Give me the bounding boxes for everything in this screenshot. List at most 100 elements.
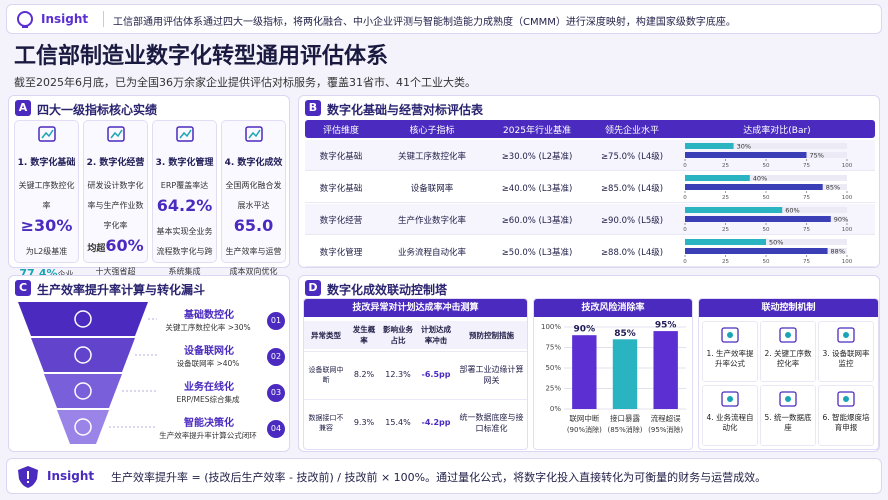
- x-tick-label: 75: [803, 259, 810, 265]
- chart-svg: 60% 90% 0 25 50 75 100: [683, 207, 853, 234]
- badge: C: [15, 280, 31, 296]
- card-line: 65.0: [224, 216, 283, 236]
- bar-track: [685, 143, 847, 149]
- panel: 技改异常对计划达成率冲击测算 异常类型 发生概率 影响业务占比 计划达成率冲击 预防控制措…: [303, 298, 528, 450]
- icon-shape: [721, 327, 739, 343]
- card-value: ≥30%: [20, 216, 73, 235]
- icon-shape: [37, 126, 56, 142]
- stage-icon: [74, 310, 92, 328]
- mechanism-item: 5. 统一数据底座: [760, 385, 816, 446]
- bar: [653, 331, 678, 409]
- icon-shape: [837, 327, 855, 343]
- icon-shape: [785, 332, 791, 338]
- table-cell: 9.3%: [348, 399, 380, 445]
- x-tick-label: 100: [842, 227, 853, 233]
- x-tick-label: 50: [763, 163, 770, 169]
- item-text: 6. 智能爆度培育申报: [822, 413, 870, 432]
- icon-shape: [109, 129, 123, 139]
- x-tick-label: 100: [842, 259, 853, 265]
- item-icon: [721, 391, 739, 407]
- item-icon: [837, 391, 855, 407]
- card-line: 4. 数字化成效: [224, 150, 283, 170]
- chart-svg: 50% 88% 0 25 50 75 100: [683, 239, 853, 266]
- insight-label: Insight: [47, 469, 95, 483]
- badge: B: [305, 100, 321, 116]
- section-b: B 数字化基础与经营对标评估表 评估维度 核心子指标 2025年行业基准 领先企业水平…: [298, 95, 880, 268]
- x-tick-label: 25: [722, 195, 729, 201]
- card-line: ERP覆盖率达: [155, 173, 214, 193]
- chart-svg: [18, 302, 157, 444]
- bar: [685, 207, 783, 213]
- column-header: 异常类型: [304, 321, 348, 349]
- mechanism-item: 4. 业务流程自动化: [702, 385, 758, 446]
- icon-shape: [837, 391, 855, 407]
- column-header: 计划达成率冲击: [416, 321, 456, 349]
- card-label: 研发设计数字化率与生产作业数字化率: [87, 181, 144, 230]
- card-line: 3. 数字化管理: [155, 150, 214, 170]
- item-icon: [779, 391, 797, 407]
- card-line: 研发设计数字化率与生产作业数字化率: [86, 173, 145, 233]
- funnel-stage: [18, 302, 148, 336]
- x-tick-note: (85%消除): [607, 425, 642, 434]
- stage-icon: [74, 382, 92, 400]
- cell-indicator: 关键工序数控化率: [397, 152, 466, 162]
- stage-desc: ERP/MES综合集成: [176, 395, 240, 404]
- table-cell: 部署工业边缘计算网关: [456, 351, 527, 397]
- column-header: 核心子指标: [409, 126, 455, 136]
- y-tick-label: 0%: [550, 405, 561, 413]
- x-tick-label: 25: [722, 259, 729, 265]
- stage-title: 业务在线化: [157, 378, 261, 393]
- bulb-icon: [17, 11, 33, 28]
- card-line: 基本实现全业务流程数字化与跨系统集成: [155, 219, 214, 279]
- bar: [685, 175, 750, 181]
- icon-shape: [175, 126, 194, 142]
- card-text: 基本实现全业务流程数字化与跨系统集成: [156, 227, 213, 276]
- x-tick-label: 流程超误: [651, 413, 681, 423]
- card-line: 关键工序数控化率: [17, 173, 76, 213]
- panel-title: 技改风险消除率: [534, 299, 692, 317]
- item-text: 2. 关键工序数控化率: [764, 349, 812, 368]
- funnel-stage: [57, 410, 109, 444]
- x-tick-label: 0: [683, 259, 687, 265]
- card-icon: [244, 126, 263, 142]
- bar: [685, 239, 766, 245]
- panel-title: 联动控制机制: [699, 299, 878, 317]
- chart-svg: 40% 85% 0 25 50 75 100: [683, 175, 852, 202]
- cell-indicator: 生产作业数字化率: [397, 216, 466, 226]
- table-cell: 数据接口不兼容: [304, 399, 348, 445]
- cell-dimension: 数字化管理: [319, 248, 363, 258]
- item-text: 1. 生产效率提升率公式: [706, 349, 754, 368]
- bar-label: 30%: [737, 143, 751, 151]
- metric-card: 1. 数字化基础关键工序数控化率≥30%为L2级基准77.4%企业已开展数字化改…: [14, 120, 79, 322]
- x-tick-label: 50: [763, 227, 770, 233]
- icon-shape: [727, 396, 733, 402]
- x-tick-label: 接口暴露: [610, 413, 640, 423]
- y-tick-label: 50%: [545, 364, 561, 372]
- icon-shape: [843, 396, 849, 402]
- bar-label: 40%: [753, 175, 767, 183]
- stage-num: 03: [267, 384, 285, 402]
- badge: D: [305, 280, 321, 296]
- icon-shape: [244, 126, 263, 142]
- metric-card: 3. 数字化管理 ERP覆盖率达 64.2% 基本实现全业务流程数字化与跨系统集成: [152, 120, 217, 276]
- icon-shape: [106, 126, 125, 142]
- top-insight: Insight 工信部通用评估体系通过四大一级指标，将两化融合、中小企业评测与智…: [6, 4, 882, 34]
- x-tick-label: 50: [763, 195, 770, 201]
- section-c: C 生产效率提升率计算与转化漏斗 基础数控化 关键工序数控化率 >30% 01 设备联…: [8, 275, 290, 452]
- table-cell: 12.3%: [380, 351, 416, 397]
- item-text: 5. 统一数据底座: [764, 413, 812, 432]
- stage-num: 01: [267, 312, 285, 330]
- stage-desc: 关键工序数控化率 >30%: [165, 323, 251, 332]
- table-cell: -4.2pp: [416, 399, 456, 445]
- section-a: A 四大一级指标核心实绩 1. 数字化基础 关键工序数控化率 ≥30% 为L2级基准 7…: [8, 95, 290, 322]
- x-tick-label: 0: [683, 195, 687, 201]
- x-tick-label: 0: [683, 227, 687, 233]
- x-tick-label: 0: [683, 163, 687, 169]
- value-label: 85%: [614, 329, 636, 339]
- column-header: 2025年行业基准: [503, 126, 571, 136]
- panel: 技改风险消除率 0% 25% 50% 75% 100% 90% 联网中断 (90%消除) 85% 接…: [533, 298, 693, 450]
- stage-icon: [74, 346, 92, 364]
- cell-baseline: ≥40.0% (L3基准): [501, 184, 573, 194]
- section-d: D 数字化成效联动控制塔 技改异常对计划达成率冲击测算 异常类型 发生概率 影响业务占…: [298, 275, 880, 452]
- item-icon: [779, 327, 797, 343]
